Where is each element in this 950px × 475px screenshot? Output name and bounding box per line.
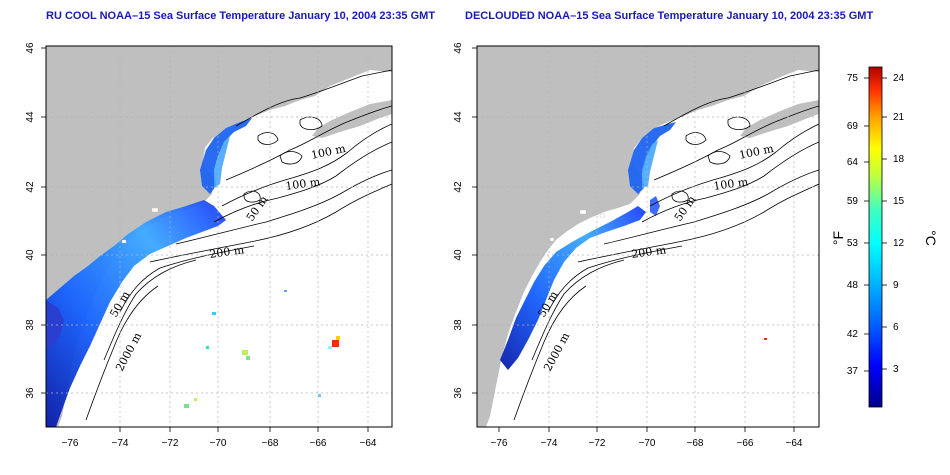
land-nova-scotia [740, 100, 819, 138]
celsius-tick: 21 [893, 112, 905, 123]
lon-tick: −76 [62, 438, 79, 449]
lon-tick: −64 [786, 438, 803, 449]
contour-label: 2000 m [541, 330, 572, 374]
contour-label: 100 m [310, 142, 347, 162]
lon-labels-right: −76 −74 −72 −70 −68 −66 −64 [491, 438, 803, 449]
celsius-tick: 9 [893, 280, 899, 291]
sst-specks [121, 207, 340, 408]
land-mass [477, 46, 819, 427]
contour-label: 200 m [631, 243, 668, 261]
chesapeake [46, 300, 64, 350]
lon-tick: −66 [737, 438, 754, 449]
fahrenheit-tick: 59 [847, 196, 859, 207]
fahrenheit-tick: 69 [847, 121, 859, 132]
fahrenheit-tick: 48 [847, 280, 859, 291]
fahrenheit-tick: 42 [847, 329, 859, 340]
map-title-left: RU COOL NOAA–15 Sea Surface Temperature … [46, 10, 436, 22]
lon-tick: −64 [360, 438, 377, 449]
sst-offshore-patch [650, 196, 660, 216]
fahrenheit-tick: 64 [847, 157, 859, 168]
lat-tick: 40 [25, 249, 36, 261]
sst-gulf-edge [214, 136, 230, 188]
celsius-tick: 15 [893, 196, 905, 207]
contour-label: 2000 m [113, 330, 144, 374]
colorbar: 75 69 64 59 53 48 42 37 24 21 18 15 12 9… [830, 66, 939, 408]
sst-coastal-swath [500, 206, 646, 370]
lat-tick: 42 [453, 181, 464, 193]
lat-tick: 40 [453, 249, 464, 261]
sst-gulf-of-maine [200, 118, 252, 194]
contour-label: 100 m [738, 142, 775, 162]
celsius-tick: 18 [893, 154, 905, 165]
map-right: 100 m 100 m 50 m 200 m 50 m 2000 m [476, 45, 820, 428]
lon-tick: −70 [210, 438, 227, 449]
lon-tick: −70 [639, 438, 656, 449]
fahrenheit-tick: 53 [847, 238, 859, 249]
colorbar-scale [868, 66, 883, 408]
contour-label: 100 m [713, 175, 750, 193]
celsius-tick: 6 [893, 322, 899, 333]
lon-tick: −76 [491, 438, 508, 449]
lat-tick: 38 [25, 319, 36, 331]
lat-tick: 36 [25, 387, 36, 399]
fahrenheit-label: °F [830, 231, 846, 245]
axis-ticks [41, 47, 795, 432]
lon-tick: −72 [589, 438, 606, 449]
sst-coastal-swath [46, 200, 226, 427]
celsius-label: °C [923, 230, 939, 246]
lat-labels-right: 46 44 42 40 38 36 [453, 42, 464, 399]
lat-tick: 38 [453, 319, 464, 331]
map-title-right: DECLOUDED NOAA–15 Sea Surface Temperatur… [465, 10, 874, 22]
lat-labels-left: 46 44 42 40 38 36 [25, 42, 36, 399]
fahrenheit-tick: 37 [847, 366, 859, 377]
lat-tick: 46 [25, 42, 36, 54]
lon-labels-left: −76 −74 −72 −70 −68 −66 −64 [62, 438, 377, 449]
fahrenheit-tick: 75 [847, 73, 859, 84]
lon-tick: −68 [262, 438, 279, 449]
lat-tick: 44 [453, 111, 464, 123]
celsius-tick: 3 [893, 364, 899, 375]
bathymetry-contours [513, 69, 819, 421]
lon-tick: −74 [112, 438, 129, 449]
lat-tick: 44 [25, 111, 36, 123]
land-nova-scotia [312, 100, 392, 138]
grid-right [477, 46, 819, 427]
sst-specks [549, 209, 767, 340]
contour-label: 50 m [244, 193, 271, 224]
sst-gulf-edge [642, 140, 658, 188]
lon-tick: −66 [310, 438, 327, 449]
lon-tick: −74 [541, 438, 558, 449]
lat-tick: 42 [25, 181, 36, 193]
land-mass [46, 46, 392, 427]
celsius-tick: 24 [893, 73, 905, 84]
contour-label: 100 m [285, 175, 322, 193]
lon-tick: −68 [687, 438, 704, 449]
celsius-tick: 12 [893, 238, 905, 249]
lat-tick: 36 [453, 387, 464, 399]
map-left: 100 m 100 m 50 m 200 m 50 m 2000 m [45, 45, 393, 428]
contour-label: 200 m [209, 243, 246, 261]
map-frame [476, 45, 820, 428]
grid-left [46, 46, 392, 427]
sst-gulf-of-maine [628, 122, 676, 194]
lon-tick: −72 [162, 438, 179, 449]
bathymetry-contours [85, 69, 392, 421]
lat-tick: 46 [453, 42, 464, 54]
map-frame [45, 45, 393, 428]
